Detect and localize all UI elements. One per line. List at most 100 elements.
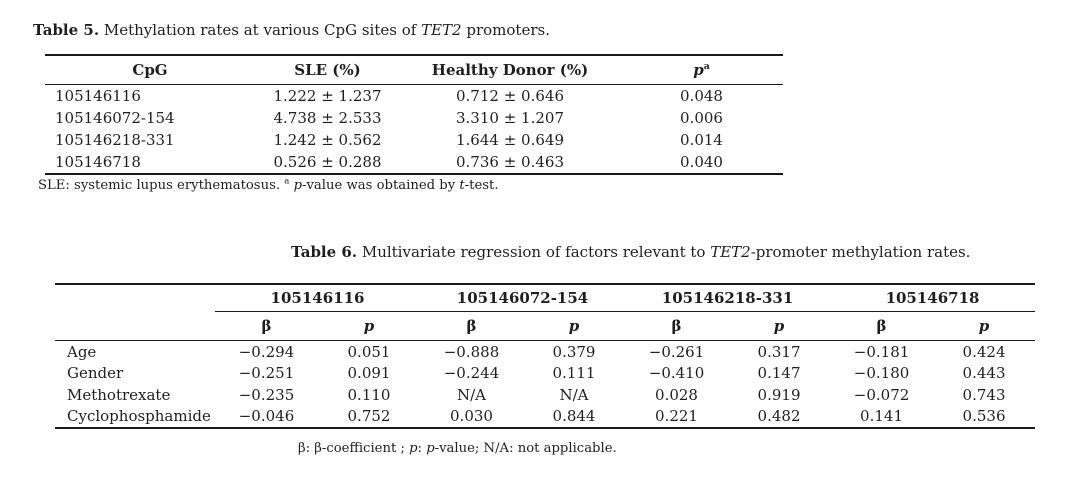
table6-caption: Table 6. Multivariate regression of fact… bbox=[291, 243, 970, 261]
table-cell: 0.028 bbox=[655, 385, 698, 404]
table-cell: 0.317 bbox=[757, 342, 801, 361]
table-row: 105146718 0.526 ± 0.288 0.736 ± 0.463 0.… bbox=[45, 151, 783, 174]
p-header: p bbox=[933, 311, 1036, 341]
table-cell: 0.443 bbox=[962, 364, 1006, 383]
table-cell: −0.888 bbox=[443, 342, 500, 361]
table-cell: 0.379 bbox=[552, 342, 596, 361]
p-italic: p bbox=[409, 441, 418, 456]
table6: 105146116 105146072-154 105146218-331 10… bbox=[55, 283, 1036, 429]
table-cell: 1.222 ± 1.237 bbox=[273, 87, 382, 105]
table-cell: −0.046 bbox=[238, 407, 295, 426]
table-cell: 0.844 bbox=[552, 407, 596, 426]
table6-group-105146218-331: 105146218-331 bbox=[625, 284, 831, 312]
table-cell: −0.410 bbox=[648, 364, 705, 383]
row-label: Gender bbox=[67, 364, 124, 383]
table6-caption-label: Table 6. bbox=[291, 243, 358, 261]
table-cell: 1.644 ± 0.649 bbox=[456, 131, 564, 149]
table6-subheader-empty bbox=[55, 311, 215, 341]
table6-group-105146072-154: 105146072-154 bbox=[420, 284, 626, 312]
table-cell: 0.111 bbox=[552, 364, 596, 383]
table5-caption-text: Methylation rates at various CpG sites o… bbox=[99, 21, 422, 39]
table-cell: 0.006 bbox=[680, 109, 723, 127]
table-cell: 105146072-154 bbox=[55, 109, 175, 127]
table-cell: 0.712 ± 0.646 bbox=[456, 87, 564, 105]
table-cell: 0.743 bbox=[962, 385, 1006, 404]
table5-caption-gene: TET2 bbox=[421, 21, 462, 39]
table-cell: 0.919 bbox=[757, 385, 801, 404]
table-cell: 1.242 ± 0.562 bbox=[273, 131, 382, 149]
table5-header-healthy-donor: Healthy Donor (%) bbox=[400, 55, 620, 85]
p-italic: p bbox=[293, 178, 303, 193]
table5-caption: Table 5. Methylation rates at various Cp… bbox=[33, 21, 550, 39]
table5-header-p: pa bbox=[620, 55, 783, 85]
table-cell: 0.736 ± 0.463 bbox=[456, 153, 564, 171]
table5-footnote-text: SLE: systemic lupus erythematosus. bbox=[38, 178, 285, 193]
table5-footnote: SLE: systemic lupus erythematosus. a p-v… bbox=[38, 176, 499, 193]
table-row: Methotrexate −0.235 0.110 N/A N/A 0.028 … bbox=[55, 384, 1035, 406]
table-cell: N/A bbox=[456, 385, 486, 404]
table-cell: −0.072 bbox=[853, 385, 910, 404]
table-row: 105146116 1.222 ± 1.237 0.712 ± 0.646 0.… bbox=[45, 85, 783, 108]
table-cell: −0.251 bbox=[238, 364, 295, 383]
table-row: 105146072-154 4.738 ± 2.533 3.310 ± 1.20… bbox=[45, 107, 783, 129]
t-italic: t bbox=[459, 178, 465, 193]
table6-caption-text: Multivariate regression of factors relev… bbox=[357, 243, 711, 261]
table-cell: 4.738 ± 2.533 bbox=[273, 109, 382, 127]
table-cell: −0.181 bbox=[853, 342, 910, 361]
table5: CpG SLE (%) Healthy Donor (%) pa 1051461… bbox=[45, 54, 783, 175]
table-cell: −0.261 bbox=[648, 342, 705, 361]
table-cell: 0.424 bbox=[962, 342, 1006, 361]
table5-header-cpg: CpG bbox=[45, 55, 255, 85]
table-cell: 3.310 ± 1.207 bbox=[456, 109, 564, 127]
p-header: p bbox=[728, 311, 831, 341]
table-cell: 0.482 bbox=[757, 407, 801, 426]
table5-header-row: CpG SLE (%) Healthy Donor (%) pa bbox=[45, 55, 783, 85]
p-superscript: a bbox=[703, 61, 710, 72]
p-header: p bbox=[523, 311, 626, 341]
table-cell: 105146116 bbox=[55, 87, 141, 105]
table-row: Gender −0.251 0.091 −0.244 0.111 −0.410 … bbox=[55, 363, 1035, 385]
table5-caption-text-end: promoters. bbox=[461, 21, 550, 39]
table-row: Cyclophosphamide −0.046 0.752 0.030 0.84… bbox=[55, 406, 1035, 429]
footnote-superscript: a bbox=[284, 176, 290, 187]
table-cell: −0.235 bbox=[238, 385, 295, 404]
table-row: 105146218-331 1.242 ± 0.562 1.644 ± 0.64… bbox=[45, 129, 783, 151]
table-cell: −0.244 bbox=[443, 364, 500, 383]
row-label: Age bbox=[67, 342, 97, 361]
table6-footnote-text: β: β-coefficient ; bbox=[298, 441, 410, 456]
beta-header: β bbox=[215, 311, 318, 341]
table-cell: 105146218-331 bbox=[55, 131, 175, 149]
table-cell: 0.091 bbox=[347, 364, 391, 383]
table5-header-sle: SLE (%) bbox=[255, 55, 400, 85]
table-cell: 0.051 bbox=[347, 342, 391, 361]
table5-caption-label: Table 5. bbox=[33, 21, 100, 39]
table6-caption-text-end: -promoter methylation rates. bbox=[750, 243, 971, 261]
beta-header: β bbox=[830, 311, 934, 341]
table6-footnote: β: β-coefficient ; p: p-value; N/A: not … bbox=[298, 441, 617, 456]
beta-header: β bbox=[420, 311, 523, 341]
row-label: Cyclophosphamide bbox=[67, 407, 211, 426]
table-cell: −0.294 bbox=[238, 342, 295, 361]
p-italic: p bbox=[426, 441, 435, 456]
table-cell: 0.526 ± 0.288 bbox=[273, 153, 382, 171]
table-cell: 105146718 bbox=[55, 153, 141, 171]
table-cell: N/A bbox=[559, 385, 589, 404]
table-cell: 0.030 bbox=[450, 407, 493, 426]
table6-caption-gene: TET2 bbox=[710, 243, 751, 261]
table6-corner-cell bbox=[55, 284, 215, 312]
table-cell: 0.040 bbox=[680, 153, 723, 171]
table-cell: −0.180 bbox=[853, 364, 910, 383]
table-cell: 0.048 bbox=[680, 87, 723, 105]
table6-group-header-row: 105146116 105146072-154 105146218-331 10… bbox=[55, 284, 1036, 312]
p-symbol: p bbox=[693, 61, 704, 79]
table-cell: 0.536 bbox=[962, 407, 1006, 426]
table-cell: 0.141 bbox=[860, 407, 903, 426]
p-header: p bbox=[318, 311, 420, 341]
table6-group-105146718: 105146718 bbox=[830, 284, 1036, 312]
table-cell: 0.147 bbox=[757, 364, 801, 383]
table-cell: 0.110 bbox=[347, 385, 391, 404]
table-cell: 0.014 bbox=[680, 131, 723, 149]
row-label: Methotrexate bbox=[67, 385, 171, 404]
table-row: Age −0.294 0.051 −0.888 0.379 −0.261 0.3… bbox=[55, 341, 1035, 363]
